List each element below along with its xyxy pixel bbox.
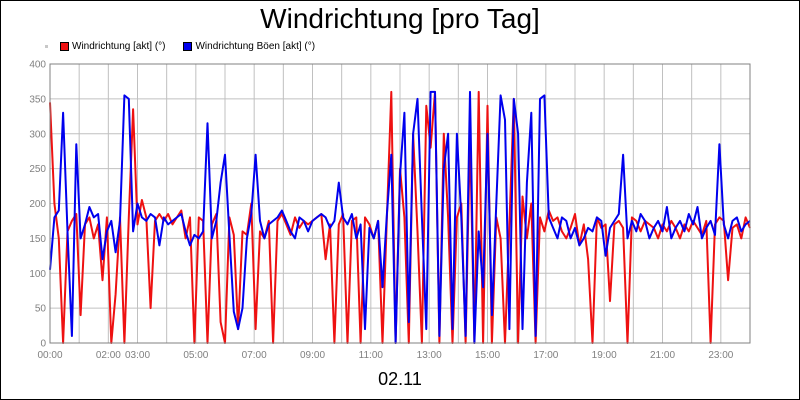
chart-title: Windrichtung [pro Tag] (260, 3, 540, 34)
y-tick-label: 200 (29, 199, 46, 210)
x-tick-label: 13:00 (417, 350, 442, 361)
x-tick-label: 02:00 (96, 350, 121, 361)
legend-label-series2: Windrichtung Böen [akt] (°) (195, 40, 316, 52)
date-label: 02.11 (378, 369, 422, 389)
plot-border (49, 63, 751, 344)
x-tick-label: 00:00 (37, 350, 62, 361)
x-tick-label: 15:00 (475, 350, 500, 361)
legend-item-series1[interactable]: Windrichtung [akt] (°) (60, 41, 165, 52)
y-tick-label: 150 (29, 234, 46, 245)
x-tick-label: 07:00 (242, 350, 267, 361)
x-tick-label: 05:00 (183, 350, 208, 361)
legend-swatch-series1 (60, 41, 69, 51)
y-tick-label: 300 (29, 129, 46, 140)
y-tick-label: 250 (29, 164, 46, 175)
y-tick-label: 0 (40, 339, 46, 350)
legend-toggle-icon[interactable] (45, 44, 48, 48)
x-tick-label: 17:00 (533, 350, 558, 361)
legend-item-series2[interactable]: Windrichtung Böen [akt] (°) (183, 41, 315, 52)
x-tick-label: 11:00 (359, 350, 384, 361)
y-tick-label: 50 (35, 304, 47, 315)
legend-label-series1: Windrichtung [akt] (°) (72, 40, 166, 52)
y-tick-label: 100 (29, 269, 46, 280)
legend: Windrichtung [akt] (°) Windrichtung Böen… (45, 39, 333, 53)
x-tick-label: 21:00 (650, 350, 675, 361)
x-tick-label: 09:00 (300, 350, 325, 361)
x-tick-label: 19:00 (592, 350, 617, 361)
series-line-2 (49, 90, 751, 344)
y-tick-label: 400 (29, 60, 46, 71)
x-tick-label: 23:00 (708, 350, 733, 361)
legend-swatch-series2 (183, 41, 193, 51)
x-tick-label: 03:00 (125, 350, 150, 361)
y-tick-label: 350 (29, 94, 46, 105)
